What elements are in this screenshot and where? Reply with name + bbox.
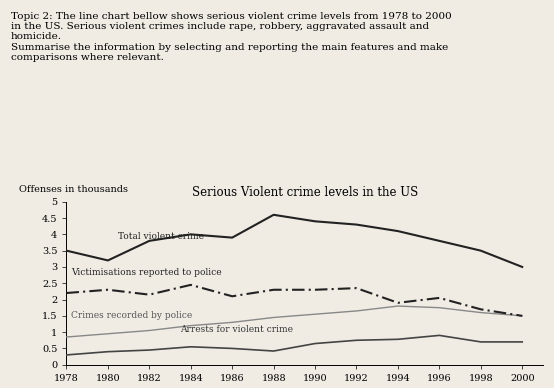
Text: Offenses in thousands: Offenses in thousands (19, 185, 128, 194)
Text: Topic 2: The line chart bellow shows serious violent crime levels from 1978 to 2: Topic 2: The line chart bellow shows ser… (11, 12, 452, 62)
Title: Serious Violent crime levels in the US: Serious Violent crime levels in the US (192, 186, 418, 199)
Text: Arrests for violent crime: Arrests for violent crime (181, 325, 294, 334)
Text: Total violent crime: Total violent crime (118, 232, 204, 241)
Text: Victimisations reported to police: Victimisations reported to police (70, 268, 221, 277)
Text: Crimes recorded by police: Crimes recorded by police (70, 312, 192, 320)
